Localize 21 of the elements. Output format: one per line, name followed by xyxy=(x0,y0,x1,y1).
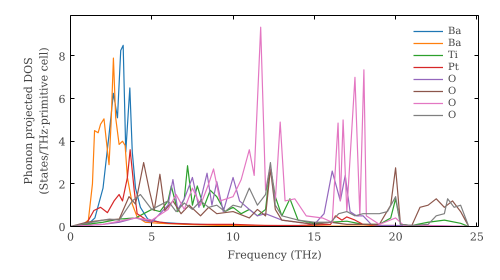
y-tick-label: 8 xyxy=(58,50,66,64)
x-tick-label: 25 xyxy=(470,230,484,244)
legend-label: O xyxy=(448,85,458,97)
legend-label: Pt xyxy=(448,61,460,73)
legend-label: Ba xyxy=(448,37,462,49)
x-axis-title: Frequency (THz) xyxy=(227,248,322,262)
x-tick-label: 10 xyxy=(226,230,240,244)
legend-label: Ba xyxy=(448,25,462,37)
y-tick-label: 6 xyxy=(58,93,66,106)
x-tick-label: 20 xyxy=(388,230,403,244)
legend-label: O xyxy=(448,97,458,109)
y-tick-label: 4 xyxy=(58,136,66,149)
legend-label: Ti xyxy=(448,49,459,61)
y-axis-title: Phonon projected DOS (States/THz·primitive cell) xyxy=(22,47,50,195)
legend-label: O xyxy=(448,73,458,85)
x-tick-label: 5 xyxy=(148,230,156,244)
y-tick-label: 2 xyxy=(58,178,66,192)
x-tick-label: 15 xyxy=(307,230,322,244)
legend-label: O xyxy=(448,109,458,121)
y-tick-label: 0 xyxy=(58,221,66,234)
x-tick-label: 0 xyxy=(67,230,74,244)
